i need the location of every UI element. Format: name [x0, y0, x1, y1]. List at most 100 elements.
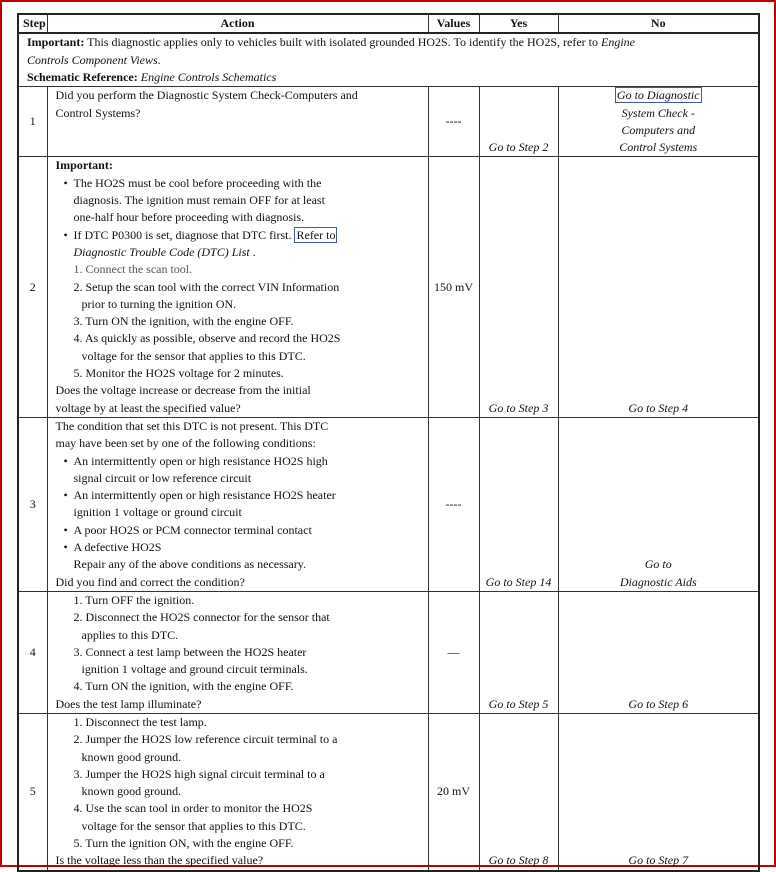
- no-goto-link[interactable]: Control Systems: [619, 140, 698, 155]
- text-segment: voltage for the sensor that applies to t…: [81, 348, 306, 363]
- value-cell: ----: [427, 416, 480, 592]
- no-goto-link[interactable]: Diagnostic Aids: [619, 574, 697, 589]
- text-segment: known good ground.: [81, 784, 182, 799]
- no-goto-link[interactable]: Go to Step 6: [628, 696, 689, 711]
- action-line: prior to turning the ignition ON.: [56, 296, 420, 313]
- step-number: 3: [17, 416, 48, 592]
- action-line: voltage for the sensor that applies to t…: [56, 348, 420, 365]
- yes-goto-link[interactable]: Go to Step 5: [488, 696, 549, 711]
- action-line: Did you perform the Diagnostic System Ch…: [56, 87, 420, 104]
- reference-link[interactable]: Refer to: [294, 226, 338, 243]
- no-cell: Go to Diagnostic System Check - Computers …: [557, 86, 760, 158]
- diagnostic-table: Step Action Values Yes No Important: Thi…: [17, 13, 760, 872]
- bold-label: Important:: [27, 35, 85, 50]
- bullet-icon: •: [63, 227, 68, 242]
- no-line: Go to Step 4: [563, 400, 755, 417]
- action-line: voltage by at least the specified value?: [56, 400, 420, 417]
- action-line: 4. As quickly as possible, observe and r…: [56, 330, 420, 347]
- header-action: Action: [46, 13, 429, 35]
- text-segment: 2. Disconnect the HO2S connector for the…: [73, 610, 330, 625]
- action-cell: Did you perform the Diagnostic System Ch…: [46, 86, 429, 158]
- text-segment: An intermittently open or high resistanc…: [73, 453, 328, 468]
- action-line: 4. Turn ON the ignition, with the engine…: [56, 678, 420, 695]
- no-goto-link[interactable]: Go to Step 7: [628, 853, 689, 868]
- step-number: 4: [17, 590, 48, 714]
- action-line: 2. Setup the scan tool with the correct …: [56, 279, 420, 296]
- no-line: Computers and: [563, 122, 755, 139]
- text-segment: 1. Turn OFF the ignition.: [73, 592, 195, 607]
- no-goto-link[interactable]: Go to: [644, 557, 672, 572]
- header-yes: Yes: [478, 13, 559, 35]
- text-segment: Does the test lamp illuminate?: [55, 696, 202, 711]
- bullet-icon: •: [63, 522, 68, 537]
- action-line: • A defective HO2S: [56, 539, 420, 556]
- step-row: 2 Important: • The HO2S must be cool before…: [17, 156, 760, 418]
- no-goto-link[interactable]: Go to Step 4: [628, 400, 689, 415]
- header-row: Step Action Values Yes No: [17, 13, 760, 35]
- text-segment: applies to this DTC.: [81, 627, 179, 642]
- text-segment: Engine: [600, 35, 635, 50]
- value-cell: —: [427, 590, 480, 714]
- no-goto-link[interactable]: Go to Diagnostic: [614, 87, 702, 104]
- yes-goto-link[interactable]: Go to Step 14: [485, 574, 552, 589]
- action-line: 1. Connect the scan tool.: [56, 261, 420, 278]
- text-segment: 5. Monitor the HO2S voltage for 2 minute…: [73, 366, 284, 381]
- action-line: one-half hour before proceeding with dia…: [56, 209, 420, 226]
- value-cell: 150 mV: [427, 156, 480, 418]
- action-line: applies to this DTC.: [56, 627, 420, 644]
- action-line: 1. Turn OFF the ignition.: [56, 592, 420, 609]
- action-line: ignition 1 voltage and ground circuit te…: [56, 661, 420, 678]
- text-segment: 4. Turn ON the ignition, with the engine…: [73, 679, 294, 694]
- text-segment: ignition 1 voltage and ground circuit te…: [81, 662, 308, 677]
- text-segment: A poor HO2S or PCM connector terminal co…: [73, 522, 312, 537]
- action-line: Did you find and correct the condition?: [56, 574, 420, 591]
- value-cell: 20 mV: [427, 712, 480, 872]
- no-line: Control Systems: [563, 139, 755, 156]
- text-segment: Control Systems?: [55, 105, 141, 120]
- action-line: Diagnostic Trouble Code (DTC) List .: [56, 244, 420, 261]
- text-segment: .: [249, 244, 256, 259]
- no-goto-link[interactable]: Computers and: [621, 122, 696, 137]
- text-segment: Is the voltage less than the specified v…: [55, 853, 264, 868]
- action-line: The condition that set this DTC is not p…: [56, 418, 420, 435]
- action-line: 5. Turn the ignition ON, with the engine…: [56, 835, 420, 852]
- text-segment: If DTC P0300 is set, diagnose that DTC f…: [73, 227, 295, 242]
- yes-goto-link[interactable]: Go to Step 8: [488, 853, 549, 868]
- text-segment: ignition 1 voltage or ground circuit: [73, 505, 242, 520]
- action-line: • A poor HO2S or PCM connector terminal c…: [56, 522, 420, 539]
- intro-line: Schematic Reference: Engine Controls Sch…: [27, 69, 750, 86]
- text-segment: 3. Jumper the HO2S high signal circuit t…: [73, 766, 325, 781]
- yes-cell: Go to Step 5: [478, 590, 559, 714]
- bullet-icon: •: [63, 453, 68, 468]
- no-goto-link[interactable]: System Check -: [621, 105, 695, 120]
- no-cell: Go to Diagnostic Aids: [557, 416, 760, 592]
- action-line: Control Systems?: [56, 105, 420, 122]
- text-segment: 3. Connect a test lamp between the HO2S …: [73, 644, 307, 659]
- yes-goto-link[interactable]: Go to Step 3: [488, 400, 549, 415]
- text-segment: one-half hour before proceeding with dia…: [73, 210, 305, 225]
- intro-line: Controls Component Views.: [27, 52, 750, 69]
- no-line: System Check -: [563, 105, 755, 122]
- action-cell: 1. Turn OFF the ignition. 2. Disconnect t…: [46, 590, 429, 714]
- header-values: Values: [427, 13, 480, 35]
- step-row: 4 1. Turn OFF the ignition. 2. Disconnect …: [17, 590, 760, 714]
- action-line: • If DTC P0300 is set, diagnose that DTC …: [56, 226, 420, 244]
- action-cell: Important: • The HO2S must be cool before …: [46, 156, 429, 418]
- text-segment: 2. Setup the scan tool with the correct …: [73, 279, 340, 294]
- action-line: 2. Disconnect the HO2S connector for the…: [56, 609, 420, 626]
- action-line: 3. Connect a test lamp between the HO2S …: [56, 644, 420, 661]
- action-line: 5. Monitor the HO2S voltage for 2 minute…: [56, 365, 420, 382]
- yes-goto-link[interactable]: Go to Step 2: [488, 140, 549, 155]
- text-segment: A defective HO2S: [73, 540, 162, 555]
- no-line: Go to Diagnostic: [563, 87, 755, 104]
- action-line: Does the test lamp illuminate?: [56, 696, 420, 713]
- action-cell: 1. Disconnect the test lamp. 2. Jumper th…: [46, 712, 429, 872]
- action-line: 3. Turn ON the ignition, with the engine…: [56, 313, 420, 330]
- no-cell: Go to Step 4: [557, 156, 760, 418]
- text-segment: Did you find and correct the condition?: [55, 574, 245, 589]
- text-segment: Controls Component Views: [27, 52, 158, 67]
- yes-cell: Go to Step 2: [478, 86, 559, 158]
- intro-line: Important: This diagnostic applies only …: [27, 34, 750, 51]
- text-segment: Did you perform the Diagnostic System Ch…: [55, 88, 358, 103]
- value-cell: ----: [427, 86, 480, 158]
